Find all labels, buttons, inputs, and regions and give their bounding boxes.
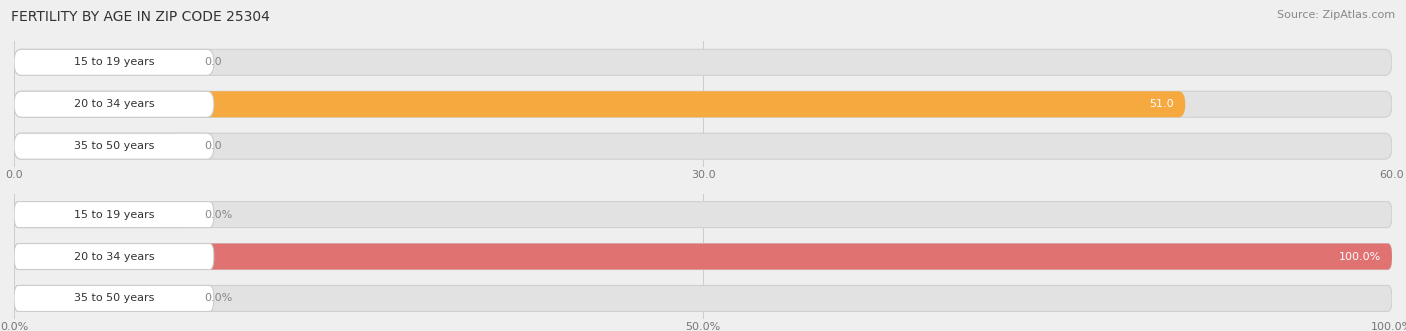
FancyBboxPatch shape <box>14 49 214 75</box>
Text: FERTILITY BY AGE IN ZIP CODE 25304: FERTILITY BY AGE IN ZIP CODE 25304 <box>11 10 270 24</box>
Text: 35 to 50 years: 35 to 50 years <box>73 294 155 304</box>
Text: 15 to 19 years: 15 to 19 years <box>73 57 155 67</box>
FancyBboxPatch shape <box>14 285 184 311</box>
FancyBboxPatch shape <box>14 91 1185 117</box>
FancyBboxPatch shape <box>14 244 1392 269</box>
Text: 0.0: 0.0 <box>204 141 222 151</box>
FancyBboxPatch shape <box>14 49 1392 75</box>
Text: 0.0%: 0.0% <box>204 210 233 219</box>
Text: 51.0: 51.0 <box>1150 99 1174 109</box>
Text: 35 to 50 years: 35 to 50 years <box>73 141 155 151</box>
FancyBboxPatch shape <box>14 49 184 75</box>
FancyBboxPatch shape <box>14 202 1392 228</box>
FancyBboxPatch shape <box>14 133 184 159</box>
FancyBboxPatch shape <box>14 133 214 159</box>
Text: 0.0%: 0.0% <box>204 294 233 304</box>
FancyBboxPatch shape <box>14 285 1392 311</box>
Text: 0.0: 0.0 <box>204 57 222 67</box>
Text: 15 to 19 years: 15 to 19 years <box>73 210 155 219</box>
Text: Source: ZipAtlas.com: Source: ZipAtlas.com <box>1277 10 1395 20</box>
FancyBboxPatch shape <box>14 202 184 228</box>
Text: 20 to 34 years: 20 to 34 years <box>73 99 155 109</box>
FancyBboxPatch shape <box>14 285 214 311</box>
FancyBboxPatch shape <box>14 202 214 228</box>
FancyBboxPatch shape <box>14 133 1392 159</box>
FancyBboxPatch shape <box>14 91 214 117</box>
Text: 20 to 34 years: 20 to 34 years <box>73 252 155 261</box>
FancyBboxPatch shape <box>14 244 1392 269</box>
FancyBboxPatch shape <box>14 91 1392 117</box>
FancyBboxPatch shape <box>14 244 214 269</box>
Text: 100.0%: 100.0% <box>1339 252 1381 261</box>
